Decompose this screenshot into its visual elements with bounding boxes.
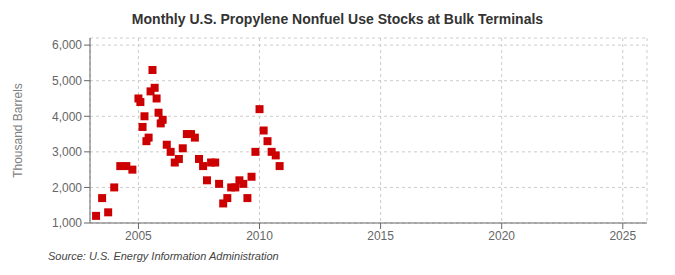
svg-text:3,000: 3,000: [52, 145, 82, 159]
svg-text:2020: 2020: [488, 229, 515, 243]
svg-text:1,000: 1,000: [52, 216, 82, 230]
svg-text:2010: 2010: [246, 229, 273, 243]
html-text:Source: U.S. Energy Informatio: Source: U.S. Energy Information Administ…: [48, 250, 279, 262]
html-text:Monthly U.S. Propylene Nonfuel: Monthly U.S. Propylene Nonfuel Use Stock…: [131, 11, 544, 27]
svg-text:2015: 2015: [367, 229, 394, 243]
svg-text:2005: 2005: [125, 229, 152, 243]
svg-text:2,000: 2,000: [52, 181, 82, 195]
svg-text:6,000: 6,000: [52, 38, 82, 52]
svg-text:5,000: 5,000: [52, 74, 82, 88]
svg-text:Thousand Barrels: Thousand Barrels: [11, 83, 25, 178]
svg-text:2025: 2025: [609, 229, 636, 243]
svg-text:4,000: 4,000: [52, 110, 82, 124]
